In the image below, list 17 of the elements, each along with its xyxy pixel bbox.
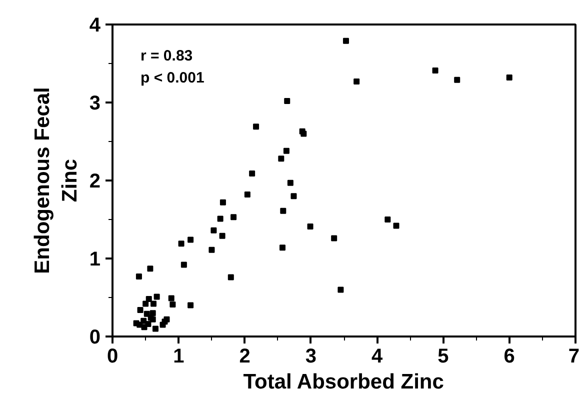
- y-tick-label: 1: [89, 248, 100, 270]
- x-axis-title: Total Absorbed Zinc: [243, 370, 444, 394]
- y-tick-label: 4: [89, 14, 102, 36]
- x-tick-label: 2: [239, 346, 250, 368]
- x-tick-label: 4: [372, 346, 384, 368]
- x-tick-label: 5: [438, 346, 449, 368]
- y-axis-title: Endogenous Fecal Zinc: [30, 87, 82, 274]
- y-tick-label: 3: [89, 92, 100, 114]
- x-tick-label: 0: [106, 346, 118, 368]
- annotation: r = 0.83: [140, 48, 193, 64]
- y-tick-label: 0: [89, 326, 100, 348]
- x-tick-label: 3: [305, 346, 316, 368]
- annotation: p < 0.001: [140, 70, 204, 86]
- x-tick-label: 7: [568, 346, 579, 368]
- x-tick-label: 6: [504, 346, 515, 368]
- x-tick-label: 1: [173, 346, 184, 368]
- y-tick-label: 2: [89, 170, 100, 192]
